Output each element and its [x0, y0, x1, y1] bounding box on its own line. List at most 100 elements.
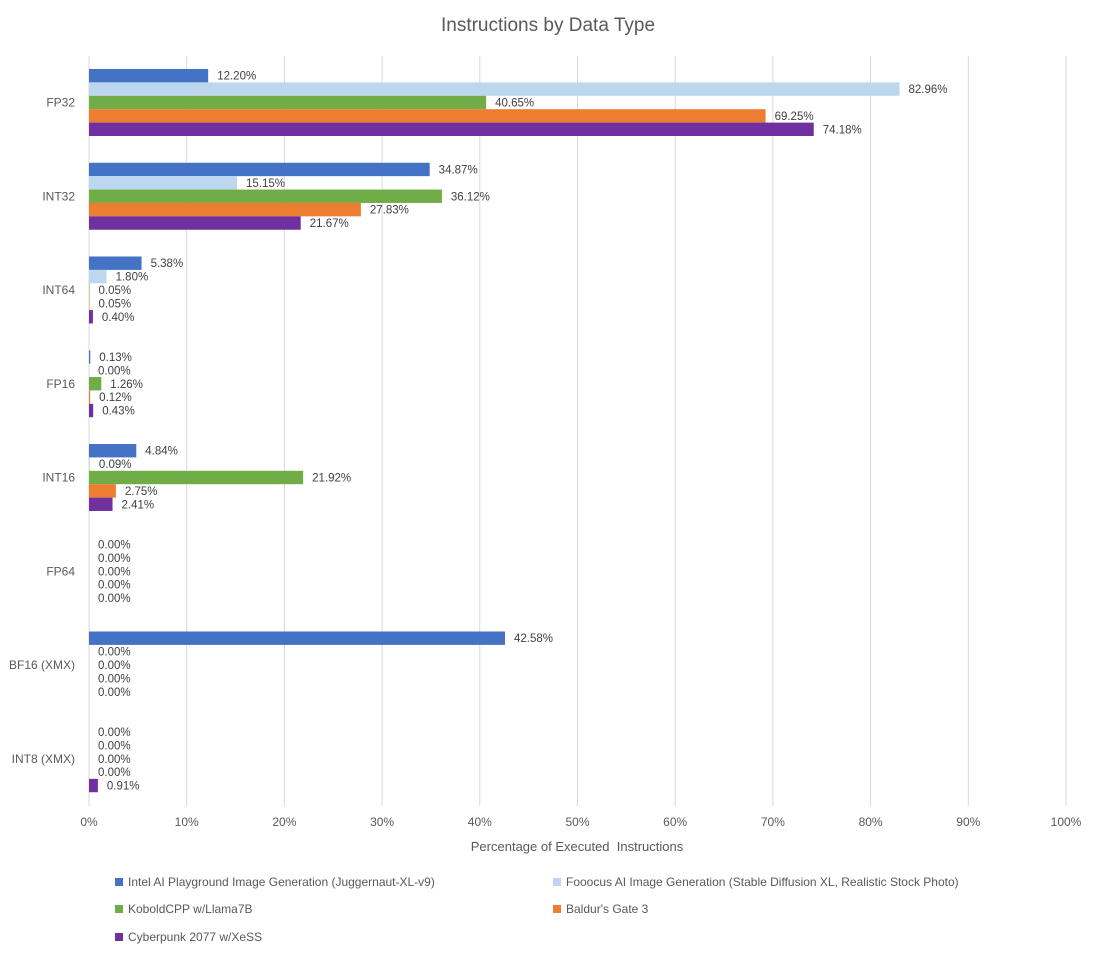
category-label: BF16 (XMX) [9, 658, 75, 672]
data-label: 34.87% [439, 164, 478, 176]
data-label: 1.80% [116, 272, 149, 284]
bar [89, 444, 137, 458]
bar [89, 189, 442, 203]
bar [89, 350, 91, 364]
category-label: FP64 [46, 564, 75, 578]
data-labels-group: 12.20% 82.96% 40.65% 69.25% 74.18% 34.87% 15.1… [98, 71, 948, 793]
data-label: 0.00% [98, 539, 131, 551]
legend-label: Fooocus AI Image Generation (Stable Diff… [566, 875, 959, 889]
data-label: 0.12% [99, 392, 132, 404]
legend-item: KoboldCPP w/Llama7B [115, 902, 253, 916]
bar [89, 95, 487, 110]
category-label: INT32 [42, 189, 75, 203]
legend-item: Cyberpunk 2077 w/XeSS [115, 930, 262, 944]
data-label: 0.40% [102, 312, 135, 324]
legend-item: Intel AI Playground Image Generation (Ju… [115, 875, 435, 889]
data-label: 0.00% [98, 767, 131, 779]
legend-item: Fooocus AI Image Generation (Stable Diff… [553, 875, 959, 889]
x-tick-label: 90% [956, 815, 980, 829]
data-label: 0.00% [98, 566, 131, 578]
chart-title: Instructions by Data Type [441, 15, 655, 36]
bar [89, 162, 430, 177]
legend-swatch [553, 905, 561, 913]
data-label: 15.15% [246, 178, 285, 190]
category-label: INT64 [42, 283, 75, 297]
x-tick-label: 100% [1051, 815, 1082, 829]
data-label: 0.00% [98, 580, 131, 592]
legend-item: Baldur's Gate 3 [553, 902, 648, 916]
category-labels-group: FP32 INT32 INT64 FP16 INT16 FP64 BF16 (XMX) INT… [9, 96, 75, 766]
data-label: 0.00% [98, 593, 131, 605]
bar [89, 122, 814, 136]
bar [89, 256, 142, 270]
bar [89, 631, 506, 645]
data-label: 12.20% [217, 71, 256, 83]
legend-label: Cyberpunk 2077 w/XeSS [128, 930, 263, 944]
bar [89, 109, 766, 123]
x-tick-label: 20% [272, 815, 296, 829]
x-tick-labels-group: 0% 10% 20% 30% 40% 50% 60% 70% 80% 90% 100% [80, 815, 1081, 829]
data-label: 5.38% [151, 258, 184, 270]
bar [89, 390, 91, 404]
data-label: 82.96% [909, 84, 948, 96]
legend-swatch [115, 878, 123, 886]
category-label: FP32 [46, 96, 75, 110]
bar [89, 176, 238, 190]
legend-label: KoboldCPP w/Llama7B [128, 902, 253, 916]
bar [89, 310, 93, 324]
data-label: 42.58% [514, 633, 553, 645]
data-label: 27.83% [370, 205, 409, 217]
x-axis-label: Percentage of Executed Instructions [471, 839, 684, 854]
data-label: 0.00% [98, 740, 131, 752]
data-label: 0.00% [98, 647, 131, 659]
bar [89, 403, 94, 418]
data-label: 74.18% [823, 124, 862, 136]
data-label: 0.91% [107, 781, 140, 793]
data-label: 0.05% [98, 285, 131, 297]
data-label: 0.00% [98, 754, 131, 766]
data-label: 0.00% [98, 660, 131, 672]
data-label: 0.00% [98, 687, 131, 699]
data-label: 4.84% [145, 446, 178, 458]
category-label: FP16 [46, 377, 75, 391]
legend-swatch [115, 905, 123, 913]
data-label: 2.41% [122, 499, 155, 511]
bars-group [89, 69, 900, 793]
data-label: 0.05% [98, 298, 131, 310]
data-label: 0.00% [98, 673, 131, 685]
bar [89, 269, 107, 284]
x-tick-label: 10% [175, 815, 199, 829]
data-label: 0.43% [102, 406, 135, 418]
data-label: 0.00% [98, 553, 131, 565]
bar [89, 470, 304, 485]
data-label: 1.26% [110, 379, 143, 391]
bar [89, 457, 90, 471]
bar [89, 497, 113, 511]
bar [89, 82, 900, 96]
x-tick-label: 0% [80, 815, 98, 829]
data-label: 21.67% [310, 218, 349, 230]
bar [89, 484, 116, 498]
legend-swatch [553, 878, 561, 886]
bar [89, 69, 209, 83]
bar [89, 216, 301, 230]
data-label: 2.75% [125, 486, 158, 498]
data-label: 0.00% [98, 727, 131, 739]
data-label: 69.25% [775, 111, 814, 123]
data-label: 40.65% [495, 98, 534, 110]
category-label: INT16 [42, 471, 75, 485]
data-label: 0.13% [99, 352, 132, 364]
data-label: 36.12% [451, 191, 490, 203]
x-tick-label: 50% [565, 815, 589, 829]
x-tick-label: 60% [663, 815, 687, 829]
legend-swatch [115, 933, 123, 941]
x-tick-label: 30% [370, 815, 394, 829]
x-tick-label: 40% [468, 815, 492, 829]
bar [89, 377, 102, 391]
data-label: 0.09% [99, 459, 132, 471]
x-tick-label: 70% [761, 815, 785, 829]
data-label: 21.92% [312, 473, 351, 485]
legend-label: Baldur's Gate 3 [566, 902, 649, 916]
